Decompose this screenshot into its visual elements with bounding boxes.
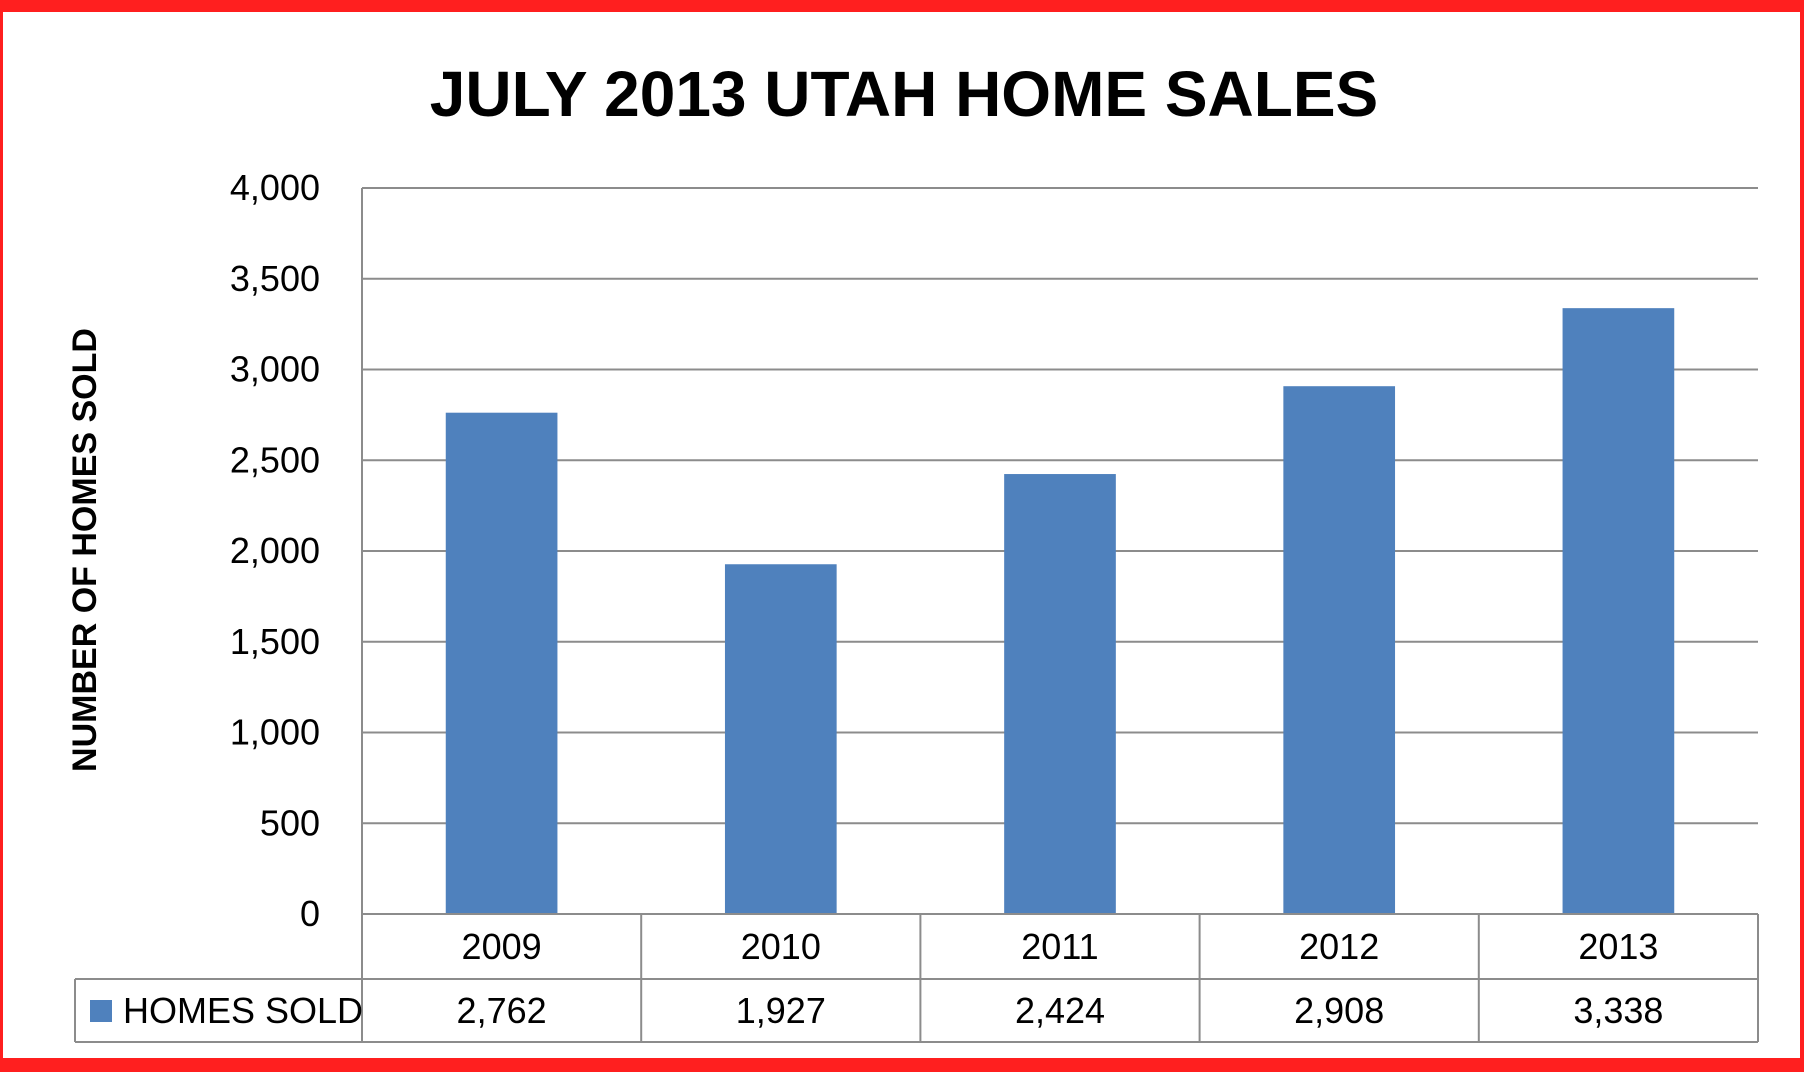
y-tick-label: 0 [300, 893, 320, 934]
data-value-label: 1,927 [736, 990, 826, 1031]
x-category-label: 2011 [1021, 926, 1098, 967]
y-tick-label: 3,500 [230, 258, 320, 299]
x-category-label: 2009 [462, 926, 542, 967]
y-tick-label: 4,000 [230, 167, 320, 208]
data-table: 2009 2010 2011 2012 2013 HOMES SOLD 2,762 1,927… [74, 913, 1759, 1043]
frame-border-bottom [0, 1058, 1804, 1072]
frame-border-right [1800, 0, 1804, 1072]
y-tick-label: 500 [260, 802, 320, 843]
data-value-label: 2,908 [1294, 990, 1384, 1031]
data-value-label: 2,762 [457, 990, 547, 1031]
bar-2009 [445, 412, 558, 914]
x-category-label: 2012 [1299, 926, 1379, 967]
y-tick-label: 3,000 [230, 349, 320, 390]
bar-2011 [1004, 474, 1116, 914]
y-tick-label: 2,500 [230, 439, 320, 480]
chart-title: JULY 2013 UTAH HOME SALES [430, 58, 1378, 130]
y-axis-label: NUMBER OF HOMES SOLD [66, 328, 104, 772]
bar-2012 [1283, 386, 1396, 914]
x-category-label: 2010 [741, 926, 821, 967]
legend-series-name: HOMES SOLD [123, 990, 363, 1031]
data-value-label: 2,424 [1015, 990, 1105, 1031]
frame-border-top [0, 0, 1804, 12]
y-axis-ticks: 0 500 1,000 1,500 2,000 2,500 3,000 3,500 4,000 [230, 167, 320, 934]
bar-2013 [1562, 308, 1675, 914]
y-tick-label: 1,500 [230, 621, 320, 662]
y-tick-label: 1,000 [230, 712, 320, 753]
y-tick-label: 2,000 [230, 530, 320, 571]
frame-border-left [0, 0, 3, 1072]
bars [445, 308, 1675, 914]
x-category-label: 2013 [1578, 926, 1658, 967]
bar-2010 [724, 564, 837, 914]
legend-swatch [90, 1000, 112, 1022]
data-value-label: 3,338 [1573, 990, 1663, 1031]
